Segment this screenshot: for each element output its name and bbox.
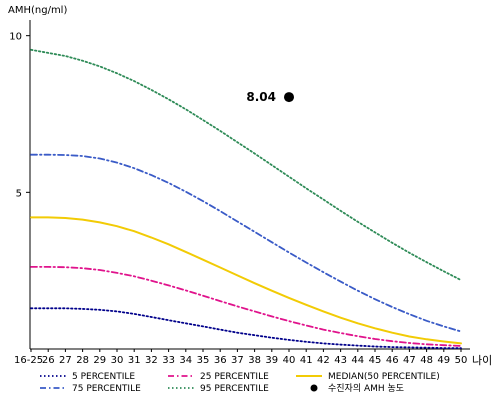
- y-axis-label: AMH(ng/ml): [8, 5, 67, 16]
- x-tick-label: 44: [351, 355, 364, 366]
- x-tick-label: 33: [162, 355, 175, 366]
- highlight-layer: 8.04: [246, 90, 294, 104]
- highlight-point: [284, 92, 294, 103]
- legend-swatch: [310, 384, 318, 392]
- legend-label: 25 PERCENTILE: [200, 372, 269, 382]
- x-tick-label: 27: [59, 355, 72, 366]
- series-line: [30, 307, 462, 350]
- x-tick-label: 26: [42, 355, 55, 366]
- x-tick-label: 45: [369, 355, 382, 366]
- x-tick-label: 46: [386, 355, 399, 366]
- legend-label: 95 PERCENTILE: [200, 384, 269, 394]
- x-tick-label: 47: [403, 355, 416, 366]
- x-tick-label: 40: [283, 355, 296, 366]
- x-tick-label: 35: [197, 355, 210, 366]
- series-line: [30, 48, 462, 282]
- x-tick-label: 38: [248, 355, 261, 366]
- x-tick-label: 43: [334, 355, 347, 366]
- y-tick-label: 10: [9, 32, 22, 43]
- x-tick-label: 41: [300, 355, 313, 366]
- series-line: [30, 153, 462, 333]
- series-lines: [30, 48, 462, 350]
- x-tick-label: 34: [179, 355, 192, 366]
- x-tick-label: 32: [145, 355, 158, 366]
- x-tick-label: 28: [76, 355, 89, 366]
- legend-label: 75 PERCENTILE: [72, 384, 141, 394]
- series-line: [30, 265, 462, 347]
- x-tick-label: 30: [111, 355, 124, 366]
- x-tick-label: 36: [214, 355, 227, 366]
- x-tick-label: 42: [317, 355, 330, 366]
- series-line: [30, 216, 462, 345]
- x-axis-unit-label: 나이: [472, 354, 492, 367]
- legend: 5 PERCENTILE 25 PERCENTILE MEDIAN(50 PERCE…: [40, 372, 440, 394]
- x-tick-label: 48: [420, 355, 433, 366]
- x-tick-label: 49: [437, 355, 450, 366]
- x-tick-label: 50: [455, 355, 468, 366]
- x-tick-label: 37: [231, 355, 244, 366]
- x-tick-label: 16-25: [14, 355, 43, 366]
- x-tick-label: 31: [128, 355, 141, 366]
- legend-label: 수진자의 AMH 농도: [328, 383, 404, 394]
- y-tick-label: 5: [16, 188, 22, 199]
- legend-label: MEDIAN(50 PERCENTILE): [328, 372, 440, 382]
- x-tick-label: 29: [93, 355, 106, 366]
- legend-label: 5 PERCENTILE: [72, 372, 135, 382]
- x-tick-label: 39: [265, 355, 278, 366]
- highlight-value-label: 8.04: [246, 90, 276, 104]
